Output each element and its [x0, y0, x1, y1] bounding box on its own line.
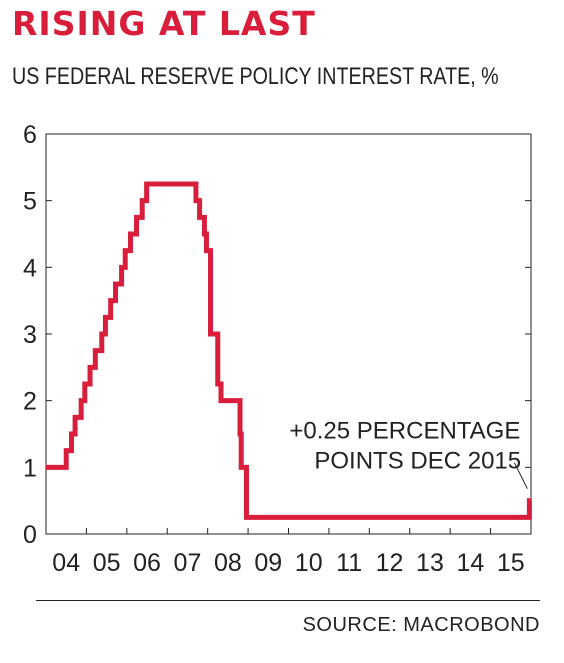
x-tick-label: 13	[416, 549, 444, 577]
y-tick-label: 1	[23, 454, 37, 482]
plot-frame	[45, 133, 532, 535]
x-tick-label: 07	[174, 549, 202, 577]
x-tick-label: 14	[456, 549, 484, 577]
series-line	[46, 181, 532, 520]
x-tick-label: 08	[214, 549, 242, 577]
annotation-line-2: POINTS DEC 2015	[314, 448, 521, 475]
series-layer	[46, 181, 532, 520]
x-tick-label: 15	[497, 549, 525, 577]
y-tick-label: 3	[23, 321, 37, 349]
x-tick-label: 06	[133, 549, 161, 577]
y-tick-label: 5	[23, 188, 37, 216]
chart-subtitle: US FEDERAL RESERVE POLICY INTEREST RATE,…	[12, 63, 499, 90]
x-tick-label: 12	[376, 549, 404, 577]
y-axis-ticks: 0 1 2 3 4 5 6	[23, 121, 531, 549]
source-note: SOURCE: MACROBOND	[302, 614, 540, 636]
y-tick-label: 4	[23, 254, 37, 282]
chart-title: RISING AT LAST	[12, 4, 316, 43]
y-tick-label: 2	[23, 388, 37, 416]
annotation-line-1: +0.25 PERCENTAGE	[289, 418, 520, 445]
y-tick-label: 6	[23, 121, 37, 149]
x-tick-label: 05	[93, 549, 121, 577]
y-tick-label: 0	[23, 521, 37, 549]
x-tick-label: 09	[254, 549, 282, 577]
x-axis-ticks: 04 05 06 07 08 09 10 11 12 13 14 15	[45, 528, 532, 577]
annotation-leader-line	[513, 462, 528, 489]
x-tick-label: 10	[295, 549, 323, 577]
x-tick-label: 11	[336, 549, 362, 577]
x-tick-label: 04	[52, 549, 80, 577]
footer-divider	[36, 600, 540, 601]
